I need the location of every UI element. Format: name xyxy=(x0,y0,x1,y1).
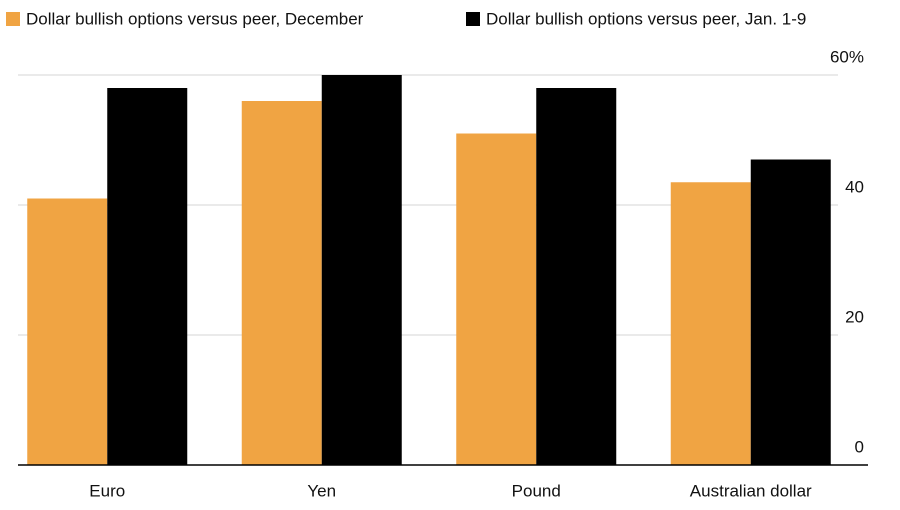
y-tick-label: 20 xyxy=(845,307,864,326)
x-tick-label: Australian dollar xyxy=(690,481,812,500)
bar xyxy=(536,88,617,465)
x-tick-label: Euro xyxy=(89,481,125,500)
bar xyxy=(750,159,831,465)
legend-swatch xyxy=(466,12,480,26)
y-tick-label: 40 xyxy=(845,177,864,196)
x-tick-label: Yen xyxy=(307,481,336,500)
legend-swatch xyxy=(6,12,20,26)
x-tick-label: Pound xyxy=(512,481,561,500)
bar xyxy=(670,182,751,465)
y-tick-label: 0 xyxy=(855,437,864,456)
legend-label: Dollar bullish options versus peer, Dece… xyxy=(26,9,364,28)
bar xyxy=(241,101,322,465)
bar xyxy=(27,198,108,465)
y-tick-label: 60% xyxy=(830,47,864,66)
bar xyxy=(321,75,402,465)
legend-label: Dollar bullish options versus peer, Jan.… xyxy=(486,9,806,28)
bar xyxy=(107,88,188,465)
bar xyxy=(456,133,537,465)
